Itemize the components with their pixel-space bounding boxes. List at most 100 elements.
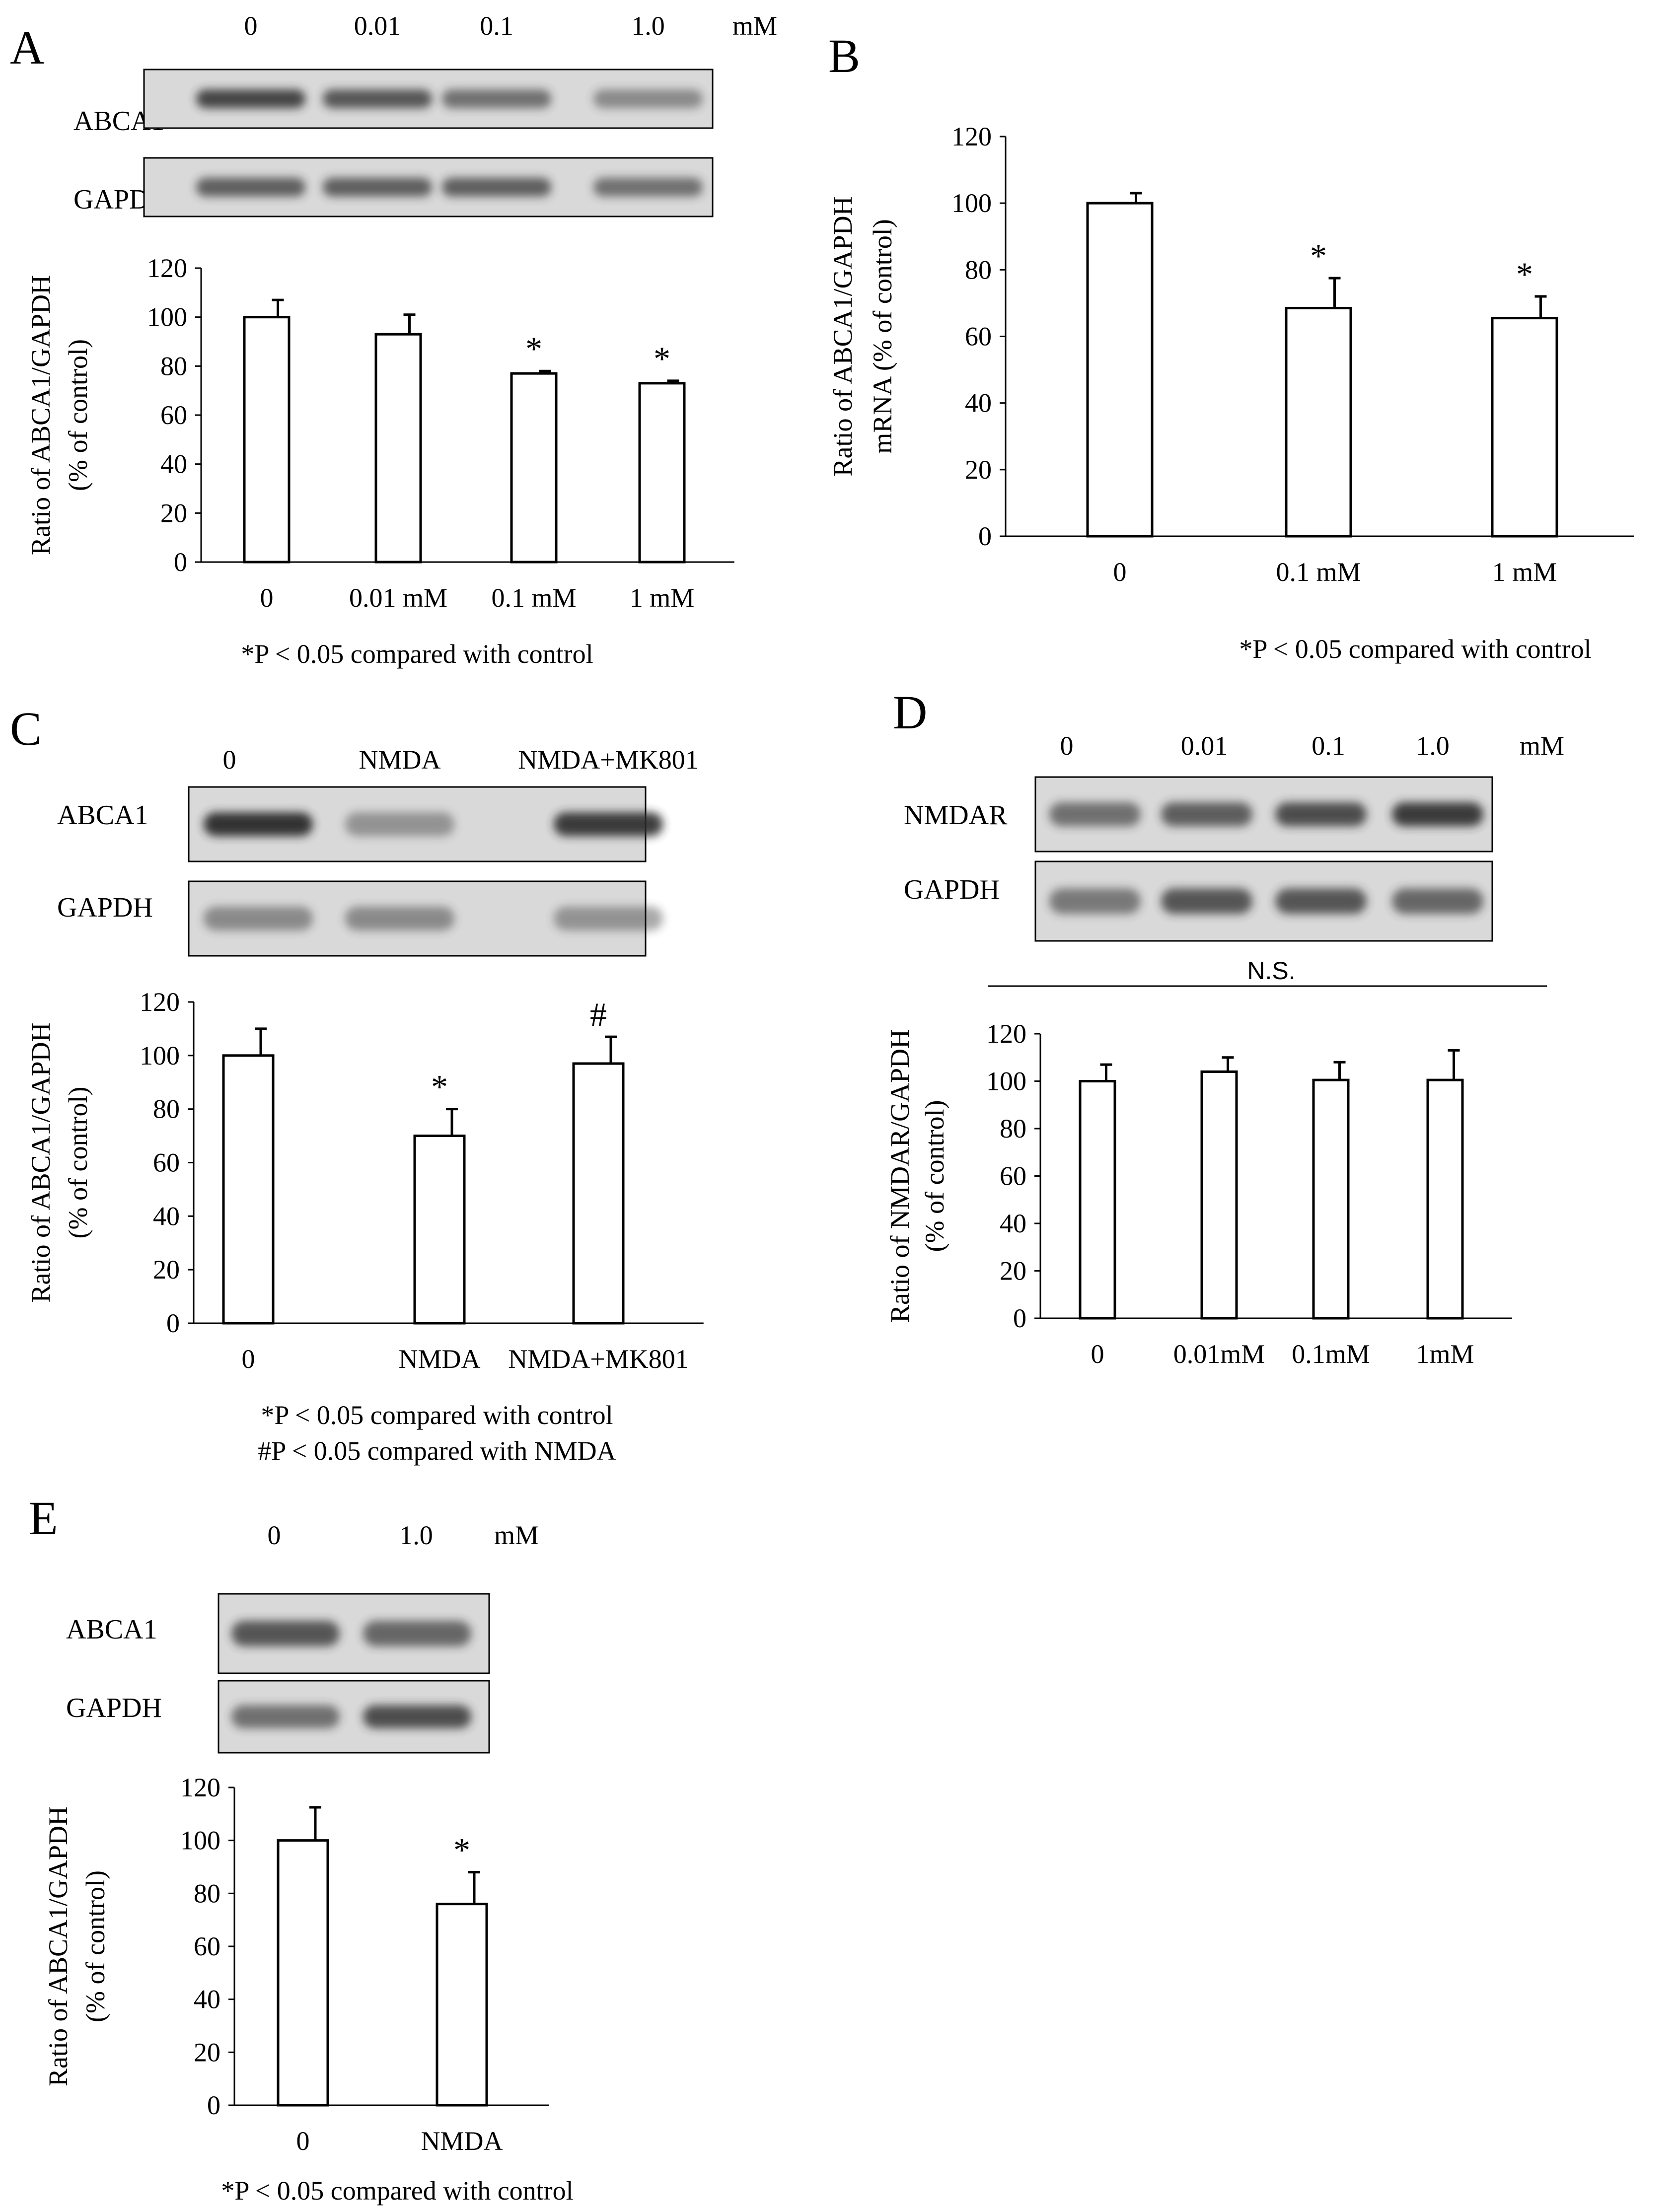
x-category-label: 0.1mM bbox=[1292, 1339, 1370, 1369]
significance-mark: * bbox=[525, 330, 542, 367]
blot-band bbox=[1161, 802, 1252, 826]
y-tick-label: 40 bbox=[1000, 1209, 1026, 1238]
y-tick-label: 20 bbox=[965, 455, 992, 485]
y-tick-label: 100 bbox=[140, 1041, 180, 1070]
blot-band bbox=[196, 178, 305, 197]
y-tick-label: 80 bbox=[153, 1094, 180, 1124]
y-axis-label-line2: (% of control) bbox=[63, 339, 93, 491]
western-blot-gapdh-a bbox=[143, 157, 714, 217]
bar-chart-b: 0 20 40 60 80 100 120 Ratio of ABCA1/GAPDH mRNA … bbox=[828, 122, 1634, 587]
lane-label: 0 bbox=[268, 1520, 281, 1550]
y-tick-label: 120 bbox=[140, 987, 180, 1017]
western-blot-abca1-a bbox=[143, 69, 714, 129]
x-category-label: 1 mM bbox=[1492, 557, 1557, 587]
western-blot-gapdh-c bbox=[188, 880, 663, 957]
y-tick-label: 80 bbox=[194, 1878, 220, 1908]
y-axis-label: Ratio of ABCA1/GAPDH bbox=[828, 196, 858, 476]
y-tick-label: 60 bbox=[965, 322, 992, 352]
lane-headers-c: 0 NMDA NMDA+MK801 bbox=[223, 745, 699, 775]
y-tick-label: 80 bbox=[160, 351, 187, 381]
x-category-label: 1mM bbox=[1416, 1339, 1474, 1369]
y-axis-label-line2: (% of control) bbox=[920, 1100, 949, 1252]
blot-band bbox=[442, 89, 551, 108]
x-category-label: 0.1 mM bbox=[1276, 557, 1361, 587]
y-tick-label: 100 bbox=[180, 1826, 220, 1855]
significance-note-c2: #P < 0.05 compared with NMDA bbox=[258, 1436, 616, 1466]
blot-band bbox=[363, 1705, 471, 1728]
panel-label-a: A bbox=[10, 21, 44, 74]
y-tick-label: 100 bbox=[951, 188, 992, 218]
blot-band bbox=[204, 907, 313, 930]
bar bbox=[222, 1054, 275, 1325]
x-category-label: 0 bbox=[260, 583, 274, 613]
bar bbox=[638, 382, 686, 564]
blot-band bbox=[323, 178, 432, 197]
significance-mark: * bbox=[1516, 255, 1533, 293]
lane-label: 0.01 bbox=[1181, 731, 1228, 761]
lane-unit: mM bbox=[494, 1520, 539, 1550]
panel-label-c: C bbox=[10, 702, 42, 755]
x-category-label: 0 bbox=[296, 2126, 310, 2156]
y-tick-label: 60 bbox=[153, 1148, 180, 1178]
lane-label: 1.0 bbox=[631, 11, 665, 41]
y-tick-label: 120 bbox=[180, 1773, 220, 1802]
bar-chart-e: 0 20 40 60 80 100 120 Ratio of ABCA1/GAPDH (% of… bbox=[43, 1773, 549, 2156]
y-tick-label: 0 bbox=[166, 1308, 180, 1338]
blot-band bbox=[1392, 802, 1483, 826]
lane-label: NMDA+MK801 bbox=[518, 745, 698, 775]
significance-mark: # bbox=[590, 996, 607, 1033]
lane-unit: mM bbox=[1520, 731, 1564, 761]
y-tick-label: 60 bbox=[194, 1931, 220, 1961]
blot-band bbox=[204, 812, 313, 836]
panel-label-e: E bbox=[29, 1492, 58, 1545]
y-tick-label: 0 bbox=[207, 2090, 220, 2120]
y-tick-label: 60 bbox=[160, 400, 187, 430]
y-axis-label-line2: mRNA (% of control) bbox=[868, 219, 897, 453]
lane-label: 1.0 bbox=[399, 1520, 433, 1550]
y-tick-label: 120 bbox=[986, 1019, 1026, 1049]
significance-note-c: *P < 0.05 compared with control bbox=[261, 1400, 613, 1430]
y-axis-label-line2: (% of control) bbox=[63, 1087, 93, 1239]
y-tick-label: 40 bbox=[194, 1985, 220, 2014]
significance-mark: * bbox=[431, 1068, 448, 1106]
significance-note-b: *P < 0.05 compared with control bbox=[1239, 634, 1591, 664]
x-category-label: 0.1 mM bbox=[491, 583, 576, 613]
blot-band bbox=[1392, 888, 1483, 914]
lane-label: 0 bbox=[223, 745, 236, 775]
x-category-label: 0.01 mM bbox=[349, 583, 447, 613]
x-category-label: 1 mM bbox=[630, 583, 695, 613]
bar bbox=[572, 1062, 625, 1325]
bar bbox=[1426, 1078, 1464, 1320]
y-tick-label: 60 bbox=[1000, 1161, 1026, 1191]
blot-band bbox=[1275, 802, 1367, 826]
blot-label-abca1-e: ABCA1 bbox=[66, 1614, 157, 1645]
lane-label: 0 bbox=[244, 11, 258, 41]
y-tick-label: 40 bbox=[965, 388, 992, 418]
y-tick-label: 0 bbox=[174, 547, 187, 577]
x-category-label: NMDA bbox=[421, 2126, 503, 2156]
bar-chart-d: 0 20 40 60 80 100 120 Ratio of NMDAR/GAPDH (% of… bbox=[885, 1019, 1512, 1369]
x-category-label: 0.01mM bbox=[1173, 1339, 1265, 1369]
x-category-label: NMDA+MK801 bbox=[508, 1344, 688, 1374]
lane-unit: mM bbox=[732, 11, 777, 41]
blot-band bbox=[554, 812, 663, 836]
blot-band bbox=[554, 907, 663, 930]
blot-band bbox=[231, 1705, 340, 1728]
lane-headers-d: 0 0.01 0.1 1.0 mM bbox=[1060, 731, 1565, 761]
lane-label: NMDA bbox=[359, 745, 440, 775]
panel-label-b: B bbox=[828, 29, 860, 82]
blot-band bbox=[593, 178, 703, 197]
x-category-label: 0 bbox=[1091, 1339, 1104, 1369]
panel-label-d: D bbox=[893, 686, 927, 739]
y-tick-label: 40 bbox=[160, 449, 187, 479]
bar bbox=[277, 1839, 329, 2107]
blot-band bbox=[1161, 888, 1252, 914]
y-tick-label: 20 bbox=[1000, 1256, 1026, 1286]
lane-label: 0.01 bbox=[354, 11, 401, 41]
y-tick-label: 0 bbox=[978, 521, 992, 551]
x-category-label: 0 bbox=[1113, 557, 1127, 587]
bar bbox=[1491, 317, 1558, 538]
y-tick-label: 100 bbox=[986, 1067, 1026, 1096]
bar bbox=[1086, 202, 1154, 538]
y-tick-label: 0 bbox=[1013, 1303, 1026, 1333]
